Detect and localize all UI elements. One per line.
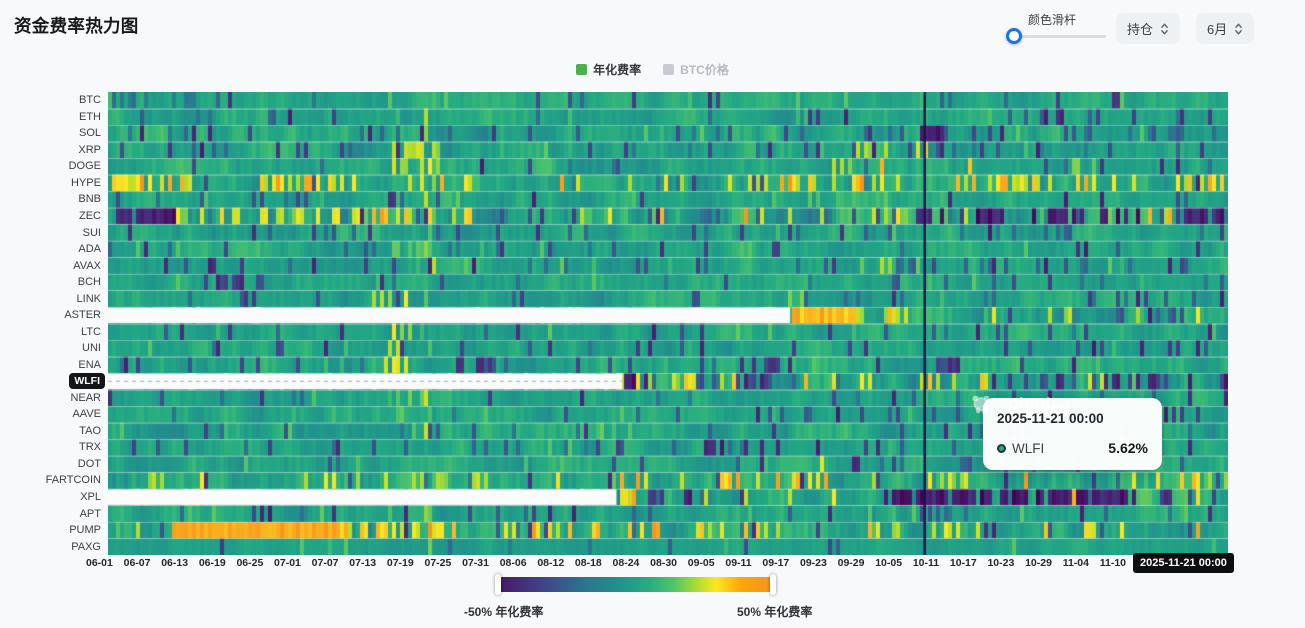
x-tick-label: 09-05 xyxy=(687,557,715,569)
x-tick-label: 07-31 xyxy=(462,557,489,569)
row-label-tao[interactable]: TAO xyxy=(79,424,101,437)
row-label-trx[interactable]: TRX xyxy=(79,441,101,454)
hover-tooltip: 2025-11-21 00:00 WLFI 5.62% xyxy=(983,398,1162,470)
row-label-xrp[interactable]: XRP xyxy=(78,143,101,156)
row-label-zec[interactable]: ZEC xyxy=(79,209,101,222)
row-label-apt[interactable]: APT xyxy=(79,507,101,520)
x-tick-label: 07-13 xyxy=(349,557,377,569)
x-axis-labels: 06-01 06-07 06-13 06-19 06-25 07-01 07-07 07-13… xyxy=(86,557,1126,569)
color-slider-label: 颜色滑杆 xyxy=(1028,13,1077,27)
row-label-doge[interactable]: DOGE xyxy=(68,160,101,173)
row-label-uni[interactable]: UNI xyxy=(82,342,101,355)
legend-label: 年化费率 xyxy=(593,63,642,77)
x-tick-label: 08-06 xyxy=(499,557,527,569)
x-tick-label: 06-13 xyxy=(161,557,189,569)
color-scale-min-handle[interactable] xyxy=(495,574,501,595)
row-label-aster[interactable]: ASTER xyxy=(64,309,101,322)
x-tick-label: 08-18 xyxy=(574,557,602,569)
x-tick-label: 08-12 xyxy=(537,557,565,569)
page-title: 资金费率热力图 xyxy=(14,16,139,36)
row-label-ena[interactable]: ENA xyxy=(78,358,101,371)
color-scale-min-label: -50% 年化费率 xyxy=(464,605,544,619)
color-slider-handle[interactable] xyxy=(1006,28,1022,44)
color-scale-bar xyxy=(495,574,776,595)
row-label-avax[interactable]: AVAX xyxy=(73,259,101,272)
heatmap-plot[interactable] xyxy=(108,92,1228,555)
x-tick-label: 07-19 xyxy=(386,557,414,569)
row-label-eth[interactable]: ETH xyxy=(79,110,101,123)
row-label-paxg[interactable]: PAXG xyxy=(71,540,101,553)
tooltip-value: 5.62% xyxy=(1108,440,1148,456)
select-arrows-icon xyxy=(1161,23,1168,34)
row-label-btc[interactable]: BTC xyxy=(79,94,101,107)
row-label-pump[interactable]: PUMP xyxy=(69,524,101,537)
x-tick-label: 08-24 xyxy=(612,557,640,569)
x-tick-label: 10-05 xyxy=(875,557,903,569)
row-label-ltc[interactable]: LTC xyxy=(81,325,101,338)
x-tick-label: 09-17 xyxy=(762,557,790,569)
color-scale-max-handle[interactable] xyxy=(770,574,776,595)
x-tick-label: 11-04 xyxy=(1062,557,1089,569)
time-range-select-value: 6月 xyxy=(1207,22,1228,37)
time-range-select[interactable]: 6月 xyxy=(1196,13,1255,44)
x-tick-label: 07-25 xyxy=(424,557,452,569)
color-scale-max-label: 50% 年化费率 xyxy=(737,605,813,619)
row-label-sui[interactable]: SUI xyxy=(82,226,101,239)
row-label-bnb[interactable]: BNB xyxy=(78,193,101,206)
x-tick-label: 06-25 xyxy=(236,557,264,569)
tooltip-date: 2025-11-21 00:00 xyxy=(997,411,1104,426)
position-mode-select-value: 持仓 xyxy=(1127,22,1154,37)
x-tick-label: 10-17 xyxy=(949,557,977,569)
row-label-sol[interactable]: SOL xyxy=(78,127,101,140)
row-label-aave[interactable]: AAVE xyxy=(72,408,101,421)
x-tick-label: 06-19 xyxy=(198,557,226,569)
heatmap-canvas[interactable] xyxy=(108,92,1228,555)
legend-label: BTC价格 xyxy=(680,63,729,77)
x-tick-label: 07-01 xyxy=(274,557,301,569)
x-tick-label: 10-29 xyxy=(1025,557,1052,569)
color-slider-track[interactable] xyxy=(1008,35,1106,38)
tooltip-series: WLFI xyxy=(1012,440,1045,456)
x-tick-label: 11-10 xyxy=(1099,557,1126,569)
position-mode-select[interactable]: 持仓 xyxy=(1116,13,1181,44)
tooltip-row: WLFI 5.62% xyxy=(997,440,1148,456)
row-label-wlfi[interactable]: WLFI xyxy=(0,373,105,390)
row-label-hype[interactable]: HYPE xyxy=(71,176,101,189)
x-tick-label: 06-07 xyxy=(123,557,151,569)
row-label-dot[interactable]: DOT xyxy=(77,457,101,470)
select-arrows-icon xyxy=(1235,23,1243,34)
row-label-fartcoin[interactable]: FARTCOIN xyxy=(45,474,101,487)
x-tick-label: 08-30 xyxy=(650,557,677,569)
chart-legend: 年化费率 BTC价格 xyxy=(0,61,1305,78)
row-label-link[interactable]: LINK xyxy=(76,292,101,305)
x-tick-label: 06-01 xyxy=(86,557,113,569)
x-tick-label: 09-29 xyxy=(837,557,865,569)
row-label-xpl[interactable]: XPL xyxy=(80,491,101,504)
legend-btc-price[interactable]: BTC价格 xyxy=(663,61,729,78)
y-axis-labels: BTC ETH SOL XRP DOGE HYPE BNB ZEC SUI ADA AVAX BCH L… xyxy=(0,92,105,555)
row-label-ada[interactable]: ADA xyxy=(78,243,101,256)
legend-annualized-rate[interactable]: 年化费率 xyxy=(576,61,641,78)
x-tick-label: 09-23 xyxy=(800,557,827,569)
current-date-badge: 2025-11-21 00:00 xyxy=(1133,553,1234,573)
legend-swatch-green xyxy=(576,64,588,75)
row-label-near[interactable]: NEAR xyxy=(70,391,101,404)
x-tick-label: 10-11 xyxy=(912,557,940,569)
legend-swatch-gray xyxy=(663,64,675,75)
x-tick-label: 10-23 xyxy=(987,557,1015,569)
series-dot-icon xyxy=(997,443,1006,453)
x-tick-label: 09-11 xyxy=(725,557,752,569)
row-label-bch[interactable]: BCH xyxy=(77,276,101,289)
x-tick-label: 07-07 xyxy=(311,557,339,569)
